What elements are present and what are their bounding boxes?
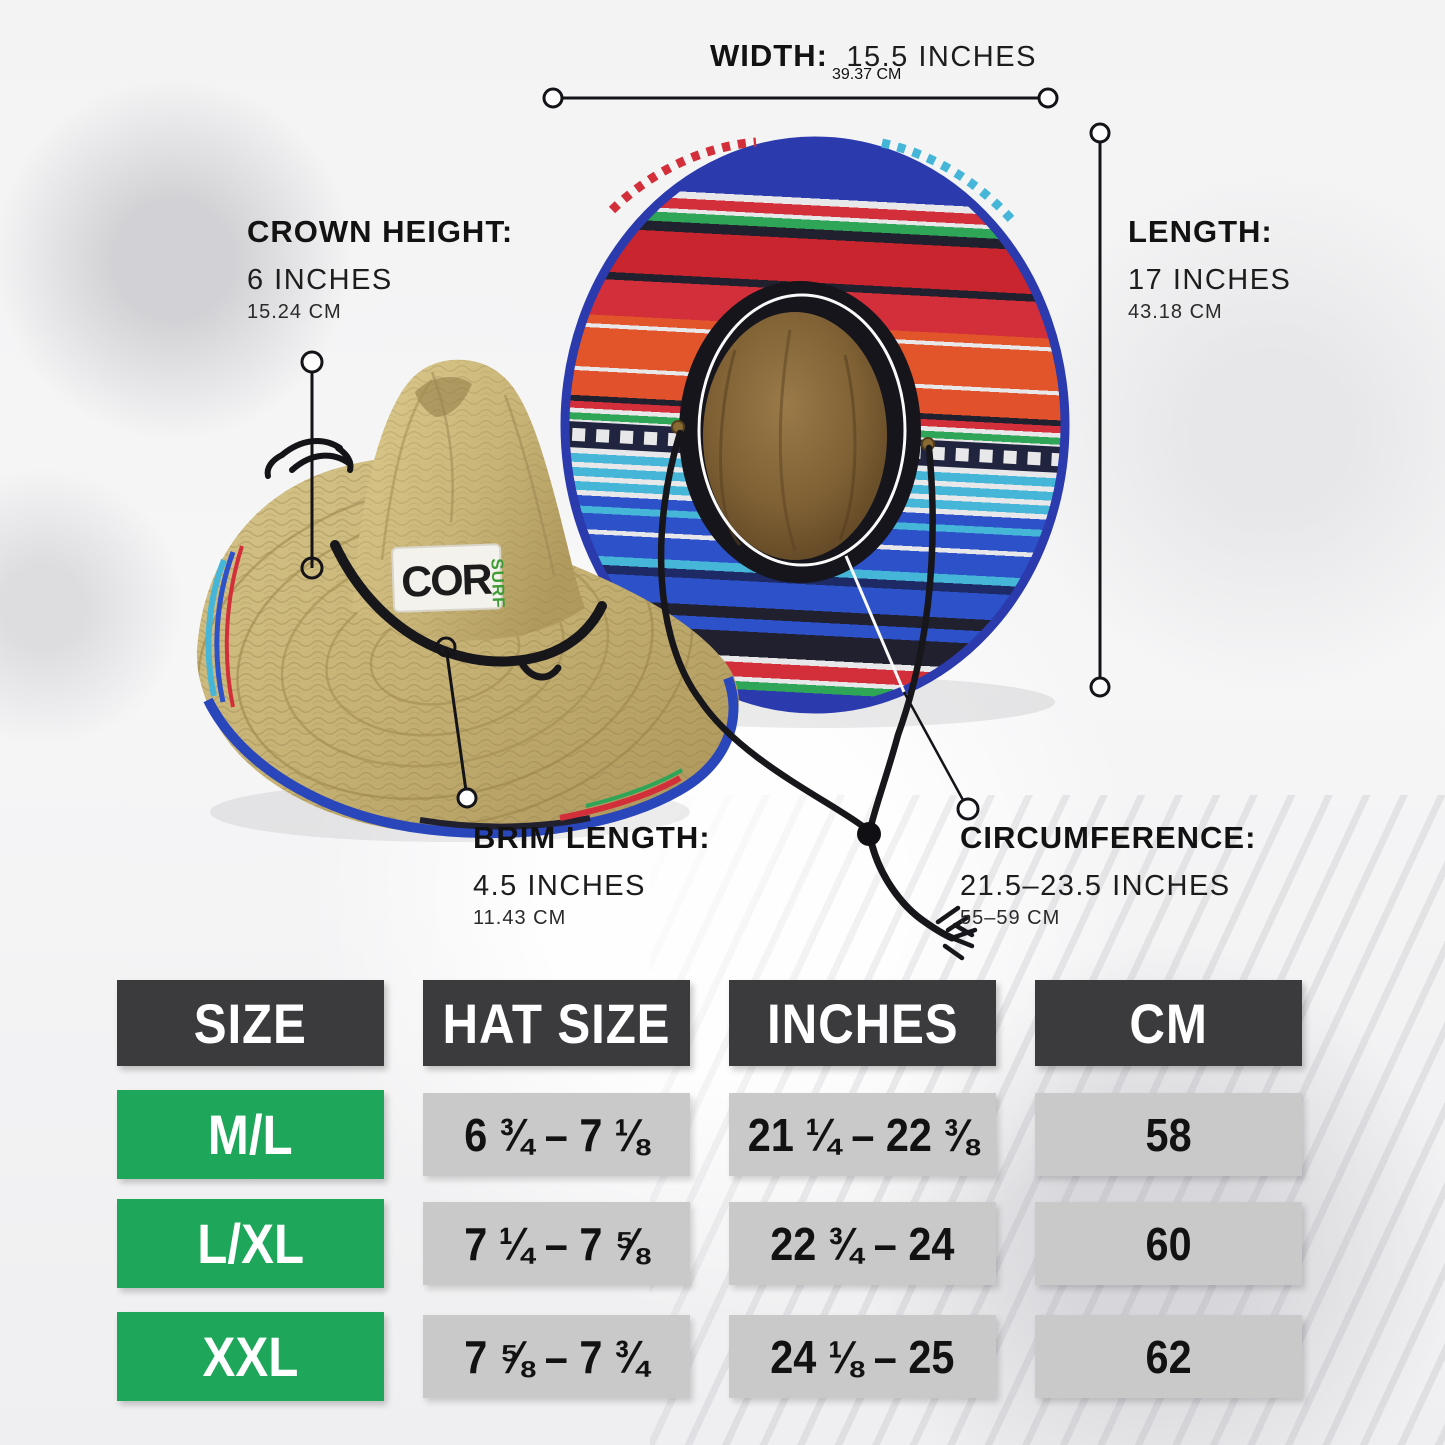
straw-hat-brim <box>196 456 739 839</box>
brim-length-dimension-line <box>435 636 478 809</box>
chin-cord <box>657 429 978 961</box>
header-size: SIZE <box>117 980 384 1066</box>
table-row-xxl-inches: 24 ⅛ – 25 <box>729 1315 996 1398</box>
table-row-size-xxl: XXL <box>117 1312 384 1401</box>
cord-lock-bead <box>857 822 881 846</box>
crown-cord-band <box>330 540 607 667</box>
crown-height-cm: 15.24 CM <box>247 301 342 323</box>
header-hat-size: HAT SIZE <box>423 980 690 1066</box>
width-label-title: WIDTH: <box>710 38 828 73</box>
width-value-cm: 39.37 CM <box>832 66 902 83</box>
crown-opening <box>679 281 921 583</box>
width-label: WIDTH: 15.5 INCHES <box>710 38 1037 74</box>
crown-height-inches: 6 INCHES <box>247 264 393 296</box>
crown-height-title: CROWN HEIGHT: <box>247 214 514 249</box>
circumference-label: CIRCUMFERENCE: 21.5–23.5 INCHES 55–59 CM <box>960 820 1256 930</box>
width-value-inches: 15.5 INCHES <box>846 41 1037 73</box>
width-dimension-line <box>542 87 1059 109</box>
table-row-lxl-inches: 22 ¾ – 24 <box>729 1202 996 1285</box>
circumference-indicator <box>697 293 980 821</box>
brim-length-label: BRIM LENGTH: 4.5 INCHES 11.43 CM <box>473 820 711 930</box>
serape-underside-hat <box>560 136 1070 714</box>
crown-height-dimension-line <box>300 350 324 580</box>
length-inches: 17 INCHES <box>1128 264 1292 296</box>
header-cm: CM <box>1035 980 1302 1066</box>
table-row-lxl-cm: 60 <box>1035 1202 1302 1285</box>
length-title: LENGTH: <box>1128 214 1273 249</box>
patch-text-cor: COR <box>400 556 493 607</box>
table-row-ml-cm: 58 <box>1035 1093 1302 1176</box>
table-row-ml-inches: 21 ¼ – 22 ⅜ <box>729 1093 996 1176</box>
brim-length-title: BRIM LENGTH: <box>473 820 711 855</box>
table-row-lxl-hat-size: 7 ¼ – 7 ⅝ <box>423 1202 690 1285</box>
serape-rim-binding <box>560 136 1070 714</box>
crown-height-label: CROWN HEIGHT: 6 INCHES 15.24 CM <box>247 214 513 324</box>
length-cm: 43.18 CM <box>1128 301 1223 323</box>
table-row-ml-hat-size: 6 ¾ – 7 ⅛ <box>423 1093 690 1176</box>
length-dimension-line <box>1089 122 1111 698</box>
brim-length-inches: 4.5 INCHES <box>473 870 646 902</box>
cord-frayed-end <box>935 905 978 961</box>
table-row-size-ml: M/L <box>117 1090 384 1179</box>
straw-hat-crown: COR SURF <box>264 359 607 681</box>
header-inches: INCHES <box>729 980 996 1066</box>
brand-patch: COR SURF <box>391 543 508 613</box>
patch-text-surf: SURF <box>487 558 508 609</box>
table-row-xxl-cm: 62 <box>1035 1315 1302 1398</box>
circumference-cm: 55–59 CM <box>960 907 1061 929</box>
table-row-xxl-hat-size: 7 ⅝ – 7 ¾ <box>423 1315 690 1398</box>
circumference-inches: 21.5–23.5 INCHES <box>960 870 1231 902</box>
circumference-title: CIRCUMFERENCE: <box>960 820 1257 855</box>
length-label: LENGTH: 17 INCHES 43.18 CM <box>1128 214 1291 324</box>
table-row-size-lxl: L/XL <box>117 1199 384 1288</box>
brim-length-cm: 11.43 CM <box>473 907 567 929</box>
